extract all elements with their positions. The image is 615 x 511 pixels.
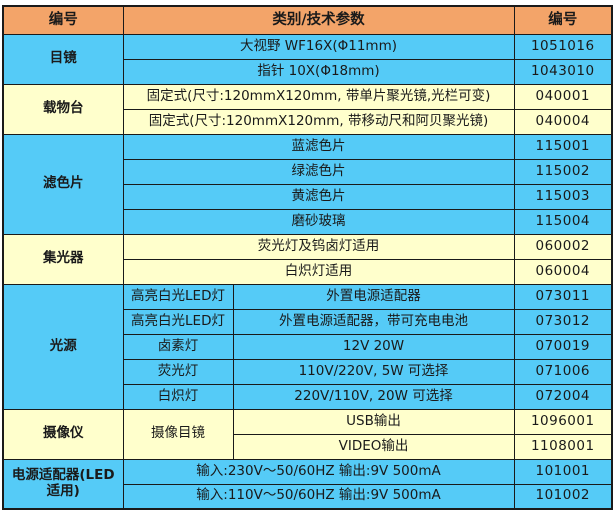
param-cell: 绿滤色片 [122, 158, 515, 185]
param-cell: 大视野 WF16X(Φ11mm) [122, 33, 515, 60]
code-cell: 071006 [513, 358, 613, 385]
header-row: 编号 类别/技术参数 编号 [2, 5, 613, 35]
param-cell: 110V/220V, 5W 可选择 [232, 358, 515, 385]
code-cell: 115003 [513, 183, 613, 210]
code-cell: 040004 [513, 108, 613, 135]
param-cell: USB输出 [232, 408, 515, 435]
code-cell: 1096001 [513, 408, 613, 435]
code-cell: 115001 [513, 133, 613, 160]
table-row: 光源 高亮白光LED灯 外置电源适配器 073011 [2, 283, 613, 410]
table-row: 集光器 荧光灯及钨卤灯适用 060002 [2, 233, 613, 285]
table-row: 摄像仪 摄像目镜 USB输出 1096001 [2, 408, 613, 460]
param-cell: 磨砂玻璃 [122, 208, 515, 235]
code-cell: 1051016 [513, 33, 613, 60]
category-cell-camera: 摄像仪 [2, 408, 124, 460]
category-cell-power-adapter: 电源适配器(LED适用) [2, 458, 124, 510]
code-cell: 060004 [513, 258, 613, 285]
param-cell: 指针 10X(Φ18mm) [122, 58, 515, 85]
param-cell: 白炽灯适用 [122, 258, 515, 285]
table-row: 高亮白光LED灯 外置电源适配器，带可充电电池 073012 [3, 308, 613, 335]
subcategory-cell: 摄像目镜 [122, 408, 234, 460]
table-row: 绿滤色片 115002 [3, 158, 613, 185]
header-code-right: 编号 [513, 5, 613, 35]
table-row: 黄滤色片 115003 [3, 183, 613, 210]
param-cell: 蓝滤色片 [122, 133, 515, 160]
code-cell: 073011 [513, 283, 613, 310]
param-cell: 外置电源适配器，带可充电电池 [232, 308, 515, 335]
code-cell: 1108001 [513, 433, 613, 460]
category-cell-light-source: 光源 [2, 283, 124, 410]
table-row: 白炽灯 220V/110V, 20W 可选择 072004 [3, 383, 613, 410]
table-row: 输入:110V～50/60HZ 输出:9V 500mA 101002 [3, 483, 613, 510]
subcategory-cell: 白炽灯 [122, 383, 234, 410]
param-cell: 黄滤色片 [122, 183, 515, 210]
table-row: 白炽灯适用 060004 [3, 258, 613, 285]
code-cell: 040001 [513, 83, 613, 110]
table-row: VIDEO输出 1108001 [3, 433, 613, 460]
subcategory-cell: 卤素灯 [122, 333, 234, 360]
table-row: 载物台 固定式(尺寸:120mmX120mm, 带单片聚光镜,光栏可变) 040… [2, 83, 613, 135]
param-cell: 输入:230V～50/60HZ 输出:9V 500mA [122, 458, 515, 485]
table-row: 滤色片 蓝滤色片 115001 [2, 133, 613, 235]
category-cell-condenser: 集光器 [2, 233, 124, 285]
param-cell: 固定式(尺寸:120mmX120mm, 带单片聚光镜,光栏可变) [122, 83, 515, 110]
table-row: 指针 10X(Φ18mm) 1043010 [3, 58, 613, 85]
code-cell: 070019 [513, 333, 613, 360]
category-cell-filters: 滤色片 [2, 133, 124, 235]
code-cell: 060002 [513, 233, 613, 260]
param-cell: 固定式(尺寸:120mmX120mm, 带移动尺和阿贝聚光镜) [122, 108, 515, 135]
param-cell: 220V/110V, 20W 可选择 [232, 383, 515, 410]
param-cell: 外置电源适配器 [232, 283, 515, 310]
code-cell: 073012 [513, 308, 613, 335]
subcategory-cell: 高亮白光LED灯 [122, 308, 234, 335]
table-row: 磨砂玻璃 115004 [3, 208, 613, 235]
code-cell: 115004 [513, 208, 613, 235]
code-cell: 072004 [513, 383, 613, 410]
param-cell: 输入:110V～50/60HZ 输出:9V 500mA [122, 483, 515, 510]
table-row: 电源适配器(LED适用) 输入:230V～50/60HZ 输出:9V 500mA… [2, 458, 613, 510]
table-row: 荧光灯 110V/220V, 5W 可选择 071006 [3, 358, 613, 385]
category-cell-stage: 载物台 [2, 83, 124, 135]
code-cell: 101002 [513, 483, 613, 510]
code-cell: 1043010 [513, 58, 613, 85]
header-params: 类别/技术参数 [122, 5, 515, 35]
code-cell: 101001 [513, 458, 613, 485]
param-cell: 荧光灯及钨卤灯适用 [122, 233, 515, 260]
spec-table: 编号 类别/技术参数 编号 目镜 大视野 WF16X(Φ11mm) 105101… [2, 5, 614, 510]
param-cell: VIDEO输出 [232, 433, 515, 460]
param-cell: 12V 20W [232, 333, 515, 360]
table-row: 目镜 大视野 WF16X(Φ11mm) 1051016 [2, 33, 613, 85]
code-cell: 115002 [513, 158, 613, 185]
subcategory-cell: 荧光灯 [122, 358, 234, 385]
header-code-left: 编号 [2, 5, 124, 35]
subcategory-cell: 高亮白光LED灯 [122, 283, 234, 310]
category-cell-eyepiece: 目镜 [2, 33, 124, 85]
